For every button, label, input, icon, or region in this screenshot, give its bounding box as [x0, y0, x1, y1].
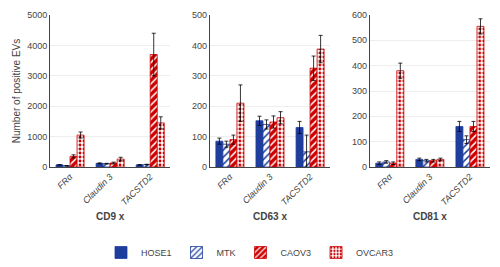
- svg-text:5000: 5000: [27, 10, 47, 20]
- svg-text:300: 300: [352, 86, 367, 96]
- svg-text:500: 500: [192, 10, 207, 20]
- svg-text:0: 0: [202, 162, 207, 172]
- svg-text:FRα: FRα: [215, 171, 235, 191]
- svg-text:200: 200: [192, 101, 207, 111]
- svg-text:1000: 1000: [27, 132, 47, 142]
- svg-text:FRα: FRα: [375, 171, 395, 191]
- svg-text:Claudin 3: Claudin 3: [81, 172, 115, 206]
- svg-text:CD9 x: CD9 x: [96, 211, 125, 222]
- svg-text:400: 400: [192, 41, 207, 51]
- svg-text:HOSE1: HOSE1: [141, 248, 172, 258]
- svg-text:100: 100: [192, 132, 207, 142]
- svg-text:3000: 3000: [27, 71, 47, 81]
- svg-text:600: 600: [352, 10, 367, 20]
- svg-text:CD63 x: CD63 x: [253, 211, 287, 222]
- svg-text:TACSTD2: TACSTD2: [439, 172, 475, 208]
- svg-text:300: 300: [192, 71, 207, 81]
- svg-text:CD81 x: CD81 x: [413, 211, 447, 222]
- svg-text:200: 200: [352, 111, 367, 121]
- svg-text:100: 100: [352, 137, 367, 147]
- svg-text:0: 0: [362, 162, 367, 172]
- svg-text:FRα: FRα: [55, 171, 75, 191]
- svg-text:MTK: MTK: [217, 248, 236, 258]
- svg-text:4000: 4000: [27, 41, 47, 51]
- svg-text:TACSTD2: TACSTD2: [119, 172, 155, 208]
- svg-text:500: 500: [352, 35, 367, 45]
- svg-text:Claudin 3: Claudin 3: [400, 172, 434, 206]
- svg-text:400: 400: [352, 61, 367, 71]
- svg-text:0: 0: [42, 162, 47, 172]
- svg-text:Number of positive EVs: Number of positive EVs: [11, 39, 22, 144]
- svg-text:CAOV3: CAOV3: [281, 248, 312, 258]
- svg-text:TACSTD2: TACSTD2: [279, 172, 315, 208]
- svg-text:Claudin 3: Claudin 3: [241, 172, 275, 206]
- svg-text:OVCAR3: OVCAR3: [356, 248, 393, 258]
- svg-text:2000: 2000: [27, 101, 47, 111]
